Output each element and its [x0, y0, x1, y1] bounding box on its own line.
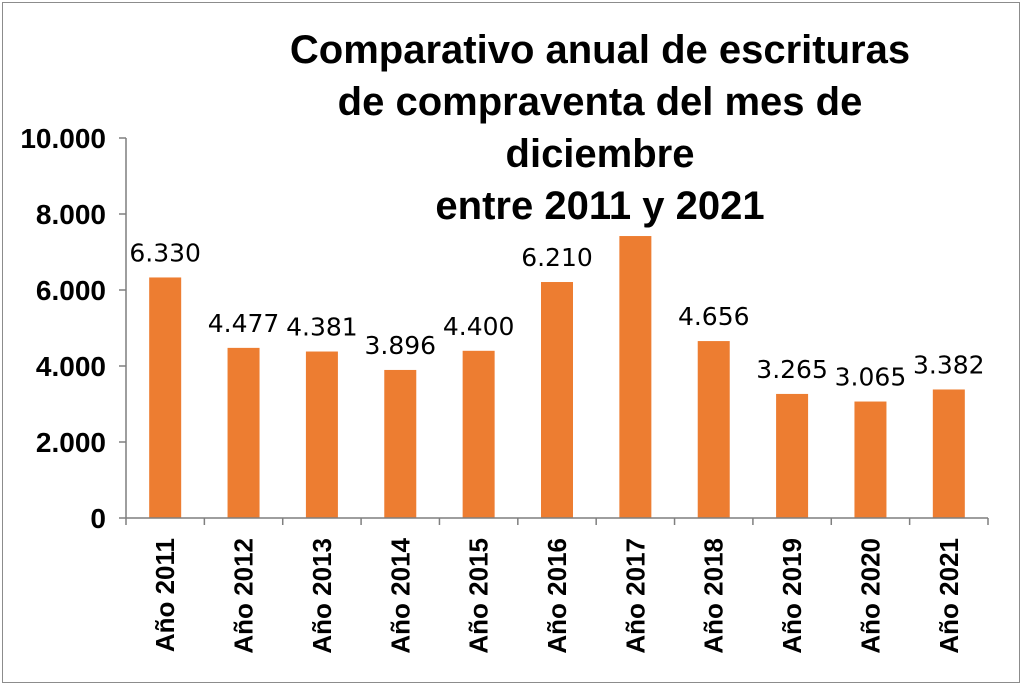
y-tick-label: 0 — [90, 503, 106, 534]
y-tick-label: 4.000 — [36, 351, 106, 382]
x-tick-label: Año 2014 — [385, 537, 415, 653]
data-label: 4.381 — [286, 313, 358, 342]
data-label: 4.656 — [678, 302, 750, 331]
data-label: 6.330 — [129, 238, 201, 267]
chart-title-line-1: Comparativo anual de escrituras — [290, 28, 910, 72]
data-label: 3.065 — [835, 363, 907, 392]
bar — [149, 277, 182, 518]
x-tick-label: Año 2016 — [542, 538, 572, 654]
chart-title-line-3: diciembre — [506, 132, 695, 176]
bars-group — [149, 236, 965, 519]
data-label: 3.265 — [756, 355, 828, 384]
bar — [384, 369, 417, 518]
bar — [697, 341, 730, 518]
bar — [227, 347, 260, 518]
bar — [854, 401, 887, 518]
y-tick-label: 10.000 — [20, 123, 106, 154]
chart-title-line-2: de compraventa del mes de — [338, 80, 863, 124]
data-label: 4.477 — [208, 309, 280, 338]
bar — [541, 282, 573, 518]
x-axis: Año 2011 Año 2012 Año 2013 Año 2014 Año 2015… — [125, 517, 989, 654]
x-tick-label: Año 2019 — [777, 538, 807, 654]
x-tick-label: Año 2011 — [150, 538, 180, 652]
bar — [932, 389, 965, 518]
bar — [462, 350, 495, 518]
chart-title: Comparativo anual de escrituras de compr… — [290, 28, 910, 228]
bar — [305, 351, 338, 518]
y-tick-label: 2.000 — [36, 427, 106, 458]
x-tick-label: Año 2018 — [699, 538, 729, 654]
bar — [619, 236, 652, 519]
x-tick-label: Año 2015 — [464, 538, 494, 654]
y-tick-label: 6.000 — [36, 275, 106, 306]
data-label: 3.896 — [364, 331, 436, 360]
chart-title-line-4: entre 2011 y 2021 — [435, 184, 764, 228]
data-label: 4.400 — [443, 312, 515, 341]
x-tick-label: Año 2020 — [855, 538, 885, 654]
y-axis: 0 2.000 4.000 6.000 8.000 10.000 — [20, 123, 127, 534]
data-label: 6.210 — [521, 243, 593, 272]
x-tick-label: Año 2013 — [307, 538, 337, 654]
x-tick-label: Año 2021 — [934, 538, 964, 654]
y-tick-label: 8.000 — [36, 199, 106, 230]
x-tick-label: Año 2017 — [620, 538, 650, 654]
bar — [776, 393, 809, 518]
x-tick-label: Año 2012 — [229, 538, 259, 654]
data-label: 3.382 — [913, 350, 985, 379]
